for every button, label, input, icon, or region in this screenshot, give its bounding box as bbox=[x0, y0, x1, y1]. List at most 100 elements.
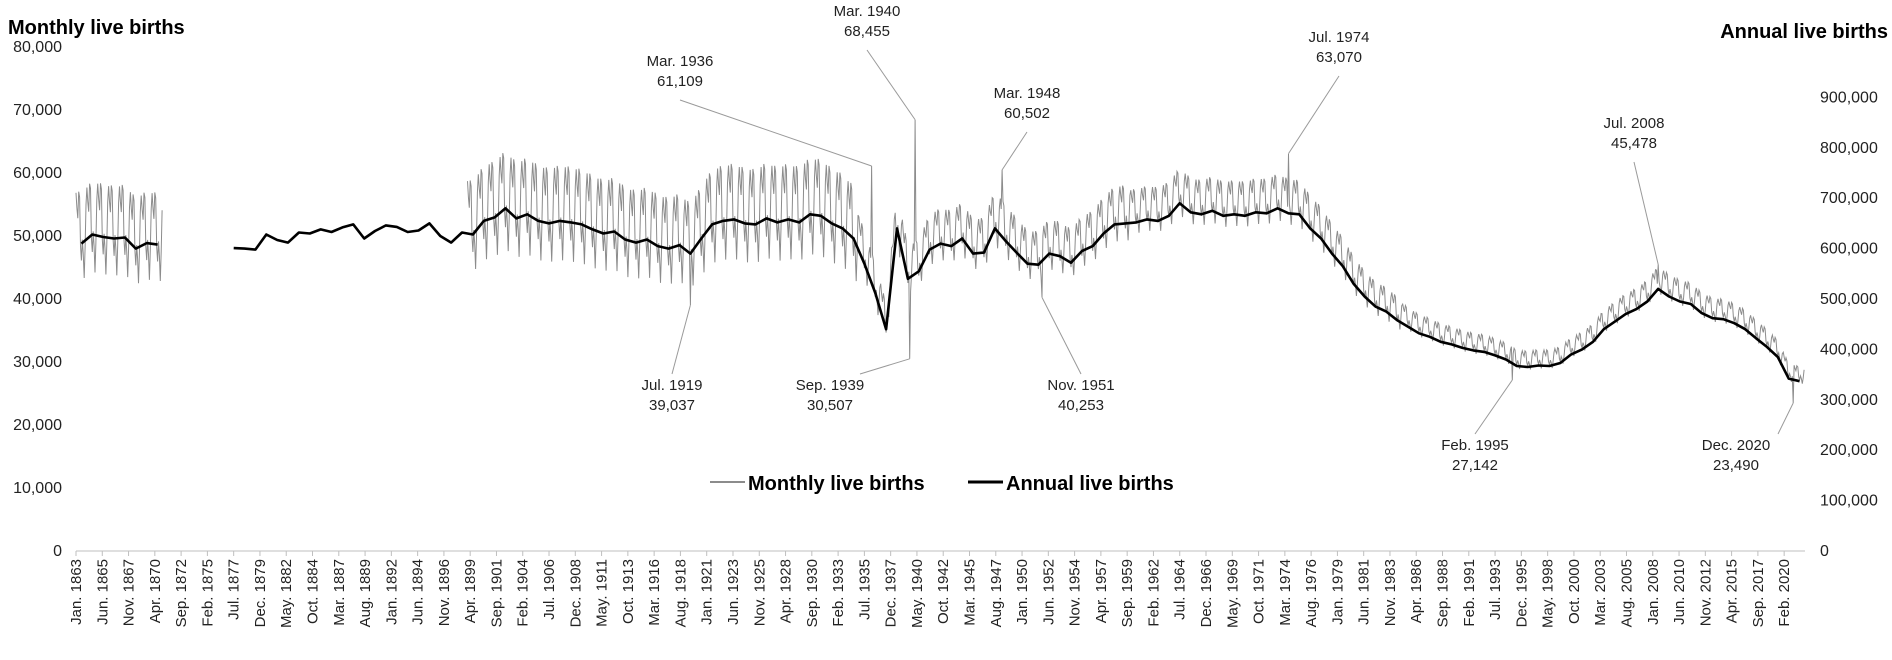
y-right-tick-label: 600,000 bbox=[1820, 241, 1878, 258]
monthly-series bbox=[75, 119, 1805, 404]
annotation-leader-line bbox=[1777, 402, 1794, 435]
x-tick-label: Nov. 1954 bbox=[1067, 559, 1084, 626]
x-tick-label: Jan. 1950 bbox=[1014, 559, 1031, 625]
annotation-date-label: Feb. 1995 bbox=[1441, 437, 1509, 454]
annotation-leader-line bbox=[859, 358, 910, 375]
x-tick-label: Jun. 1981 bbox=[1356, 559, 1373, 625]
annotation-leader-line bbox=[866, 49, 916, 121]
x-tick-label: Jun. 1894 bbox=[410, 559, 427, 625]
y-right-tick-label: 500,000 bbox=[1820, 291, 1878, 308]
x-tick-label: Oct. 2000 bbox=[1566, 559, 1583, 624]
annual-line-segment bbox=[80, 233, 158, 250]
x-tick-label: Jul. 1906 bbox=[541, 559, 558, 620]
y-left-tick-label: 50,000 bbox=[13, 228, 62, 245]
x-tick-label: Mar. 1916 bbox=[646, 559, 663, 626]
annotation-value-label: 68,455 bbox=[844, 23, 890, 40]
y-right-tick-label: 900,000 bbox=[1820, 89, 1878, 106]
x-tick-label: Jul. 1935 bbox=[856, 559, 873, 620]
x-tick-label: Apr. 2015 bbox=[1724, 559, 1741, 623]
x-tick-label: Oct. 1913 bbox=[620, 559, 637, 624]
x-tick-label: Sep. 1988 bbox=[1435, 559, 1452, 627]
x-tick-label: Jun. 1952 bbox=[1040, 559, 1057, 625]
x-tick-label: Aug. 1889 bbox=[357, 559, 374, 627]
x-tick-label: Sep. 1872 bbox=[173, 559, 190, 627]
x-tick-label: Jun. 1923 bbox=[725, 559, 742, 625]
x-tick-label: Aug. 2005 bbox=[1618, 559, 1635, 627]
x-tick-label: Jul. 1877 bbox=[226, 559, 243, 620]
annotation-date-label: Nov. 1951 bbox=[1047, 377, 1114, 394]
annotation-date-label: Jul. 1919 bbox=[642, 377, 703, 394]
x-tick-label: Jan. 1921 bbox=[699, 559, 716, 625]
x-tick-label: Sep. 2017 bbox=[1750, 559, 1767, 627]
x-tick-label: Feb. 1991 bbox=[1461, 559, 1478, 627]
x-tick-label: Jul. 1993 bbox=[1487, 559, 1504, 620]
y-left-tick-label: 70,000 bbox=[13, 102, 62, 119]
x-tick-label: Nov. 2012 bbox=[1697, 559, 1714, 626]
x-tick-label: Aug. 1918 bbox=[672, 559, 689, 627]
annotation-leader-line bbox=[671, 304, 691, 375]
legend: Monthly live births Annual live births bbox=[710, 473, 1174, 495]
y-left-tick-label: 80,000 bbox=[13, 39, 62, 56]
y-right-tick-label: 0 bbox=[1820, 543, 1829, 560]
x-tick-label: Dec. 1908 bbox=[567, 559, 584, 627]
y-left-tick-label: 0 bbox=[53, 543, 62, 560]
y-right-tick-label: 100,000 bbox=[1820, 493, 1878, 510]
y-left-tick-label: 20,000 bbox=[13, 417, 62, 434]
annotation-leader-line bbox=[679, 99, 872, 167]
x-tick-label: Nov. 1867 bbox=[121, 559, 138, 626]
annual-line-segment bbox=[233, 201, 1800, 383]
annotation-value-label: 39,037 bbox=[649, 397, 695, 414]
monthly-line-segment bbox=[467, 119, 1805, 404]
y-right-tick-label: 700,000 bbox=[1820, 190, 1878, 207]
x-tick-label: Jan. 1892 bbox=[383, 559, 400, 625]
x-tick-label: Mar. 1974 bbox=[1277, 559, 1294, 626]
x-tick-label: Dec. 1937 bbox=[883, 559, 900, 627]
y-left-tick-label: 10,000 bbox=[13, 480, 62, 497]
x-tick-label: May. 1940 bbox=[909, 559, 926, 628]
y-left-tick-label: 30,000 bbox=[13, 354, 62, 371]
x-tick-label: Aug. 1947 bbox=[988, 559, 1005, 627]
x-tick-label: Apr. 1957 bbox=[1093, 559, 1110, 623]
annotation-value-label: 40,253 bbox=[1058, 397, 1104, 414]
x-tick-label: Jun. 1865 bbox=[94, 559, 111, 625]
annotation-value-label: 23,490 bbox=[1713, 457, 1759, 474]
annotation-leader-line bbox=[1041, 297, 1082, 375]
x-tick-label: Sep. 1959 bbox=[1119, 559, 1136, 627]
annotation-value-label: 30,507 bbox=[807, 397, 853, 414]
x-tick-label: Sep. 1930 bbox=[804, 559, 821, 627]
x-tick-label: Jan. 1979 bbox=[1329, 559, 1346, 625]
annotation-date-label: Jul. 1974 bbox=[1309, 29, 1370, 46]
x-tick-label: Dec. 1879 bbox=[252, 559, 269, 627]
x-tick-label: Sep. 1901 bbox=[488, 559, 505, 627]
x-tick-label: Apr. 1899 bbox=[462, 559, 479, 623]
x-tick-label: Dec. 1966 bbox=[1198, 559, 1215, 627]
annotation-leader-line bbox=[1474, 379, 1513, 435]
annotation-leader-line bbox=[1001, 131, 1028, 171]
x-tick-label: Jun. 2010 bbox=[1671, 559, 1688, 625]
annotation-date-label: Sep. 1939 bbox=[796, 377, 864, 394]
annotation-value-label: 60,502 bbox=[1004, 105, 1050, 122]
x-tick-label: May. 1998 bbox=[1540, 559, 1557, 628]
annotation-leader-line bbox=[1288, 75, 1340, 154]
annotation-date-label: Mar. 1936 bbox=[647, 53, 714, 70]
x-tick-label: May. 1911 bbox=[594, 559, 611, 627]
x-tick-label: Feb. 1904 bbox=[515, 559, 532, 627]
x-axis: Jan. 1863 Jun. 1865 Nov. 1867 Apr. 1870 Sep.… bbox=[68, 550, 1805, 628]
annual-series bbox=[80, 201, 1800, 383]
annotation-value-label: 45,478 bbox=[1611, 135, 1657, 152]
legend-label-annual: Annual live births bbox=[1006, 473, 1174, 495]
x-tick-label: Nov. 1983 bbox=[1382, 559, 1399, 626]
x-tick-label: Oct. 1971 bbox=[1251, 559, 1268, 624]
annotation-value-label: 63,070 bbox=[1316, 49, 1362, 66]
x-tick-label: May. 1969 bbox=[1224, 559, 1241, 628]
x-tick-label: Jan. 1863 bbox=[68, 559, 85, 625]
x-tick-label: Apr. 1986 bbox=[1408, 559, 1425, 623]
annotations: Mar. 1936 61,109 Mar. 1940 68,455 Mar. 1948 6… bbox=[642, 3, 1794, 474]
y-right-tick-label: 300,000 bbox=[1820, 392, 1878, 409]
annotation-date-label: Jul. 2008 bbox=[1604, 115, 1665, 132]
y-left-tick-label: 40,000 bbox=[13, 291, 62, 308]
x-tick-label: May. 1882 bbox=[278, 559, 295, 628]
x-tick-label: Oct. 1884 bbox=[305, 559, 322, 624]
annotation-date-label: Dec. 2020 bbox=[1702, 437, 1770, 454]
x-tick-label: Mar. 1945 bbox=[961, 559, 978, 626]
